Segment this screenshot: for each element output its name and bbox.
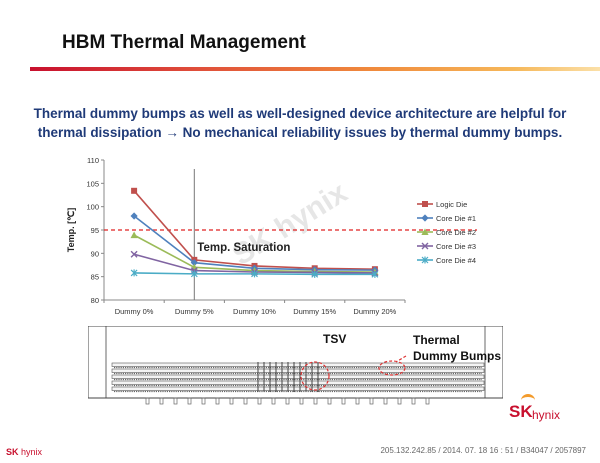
logo-arc-icon: [521, 394, 535, 407]
temperature-chart: SK hynix 80 85 90 95 100 105 110 Dummy 0% Dummy 5…: [66, 156, 477, 316]
package-cross-section-diagram: [88, 326, 503, 405]
data-point: [190, 270, 198, 278]
solder-ball: [187, 397, 192, 405]
y-tick-label: 90: [91, 249, 99, 258]
die-layer: [111, 368, 485, 373]
legend-entry: Core Die #3: [417, 242, 476, 251]
data-point: [130, 231, 138, 239]
sk-hynix-logo: SK hynix: [505, 394, 565, 436]
die-stack: [111, 362, 485, 393]
solder-ball: [383, 397, 388, 405]
legend-label: Core Die #4: [436, 256, 476, 265]
y-tick-label: 100: [86, 203, 99, 212]
data-point: [311, 270, 319, 278]
die-layer: [111, 386, 485, 391]
solder-ball: [313, 397, 318, 405]
y-axis-label: Temp. [℃]: [66, 208, 76, 252]
solder-ball: [145, 397, 150, 405]
solder-ball: [355, 397, 360, 405]
tsv-highlight: [300, 361, 330, 391]
title-underline: [30, 67, 600, 71]
data-point: [421, 242, 429, 250]
solder-ball: [369, 397, 374, 405]
solder-ball: [243, 397, 248, 405]
data-point: [371, 270, 379, 278]
legend-entry: Core Die #2: [417, 228, 476, 237]
solder-ball: [411, 397, 416, 405]
footer-logo: SK hynix: [6, 447, 42, 457]
subtitle-line-2: thermal dissipation → No mechanical reli…: [37, 125, 563, 140]
die-layer: [111, 362, 485, 367]
data-point: [421, 256, 429, 264]
legend-entry: Logic Die: [417, 200, 467, 209]
subtitle: Thermal dummy bumps as well as well-desi…: [20, 104, 580, 142]
legend-entry: Core Die #4: [417, 256, 476, 265]
solder-ball: [201, 397, 206, 405]
legend-label: Core Die #1: [436, 214, 476, 223]
x-tick-label: Dummy 10%: [233, 307, 276, 316]
series-core-die-4: [130, 269, 379, 278]
solder-ball: [299, 397, 304, 405]
thermal-label-line-1: Thermal: [413, 333, 460, 347]
data-point: [421, 228, 429, 235]
die-layer: [111, 380, 485, 385]
solder-ball: [215, 397, 220, 405]
x-tick-label: Dummy 0%: [115, 307, 154, 316]
tsv-label: TSV: [323, 332, 347, 346]
data-point: [251, 270, 258, 278]
legend-label: Core Die #3: [436, 242, 476, 251]
solder-ball: [397, 397, 402, 405]
solder-ball: [159, 397, 164, 405]
y-tick-label: 80: [91, 296, 99, 305]
solder-ball: [173, 397, 178, 405]
legend-label: Logic Die: [436, 200, 467, 209]
logo-hynix: hynix: [532, 408, 561, 422]
solder-ball: [341, 397, 346, 405]
y-tick-label: 110: [87, 156, 99, 165]
data-point: [131, 187, 138, 194]
data-point: [130, 250, 138, 258]
data-point: [422, 201, 428, 207]
thermal-arrow: [395, 355, 407, 363]
chart-watermark: SK hynix: [227, 176, 354, 272]
solder-ball: [229, 397, 234, 405]
solder-balls: [145, 397, 430, 405]
saturation-annotation: Temp. Saturation: [197, 242, 290, 254]
solder-ball: [257, 397, 262, 405]
data-point: [421, 214, 429, 222]
thermal-bump-highlight: [378, 360, 406, 376]
y-tick-label: 85: [91, 273, 99, 282]
legend-entry: Core Die #1: [417, 214, 476, 223]
y-tick-label: 95: [91, 226, 99, 235]
thermal-dummy-bumps-label: Thermal Dummy Bumps: [413, 332, 501, 364]
solder-ball: [285, 397, 290, 405]
footer-text: 205.132.242.85 / 2014. 07. 18 16 : 51 / …: [380, 446, 586, 455]
footer-logo-hynix: hynix: [21, 447, 43, 457]
solder-ball: [271, 397, 276, 405]
subtitle-line-1: Thermal dummy bumps as well as well-desi…: [33, 106, 567, 121]
y-tick-label: 105: [86, 179, 99, 188]
thermal-label-line-2: Dummy Bumps: [413, 349, 502, 363]
footer-logo-sk: SK: [6, 447, 19, 457]
page-title: HBM Thermal Management: [62, 32, 306, 53]
legend-label: Core Die #2: [436, 228, 476, 237]
x-tick-label: Dummy 15%: [293, 307, 336, 316]
data-point: [130, 269, 138, 277]
solder-ball: [425, 397, 430, 405]
x-tick-label: Dummy 5%: [175, 307, 214, 316]
data-point: [130, 212, 138, 220]
x-tick-label: Dummy 20%: [353, 307, 396, 316]
solder-ball: [327, 397, 332, 405]
logo-sk: SK: [509, 402, 533, 421]
die-layer: [111, 374, 485, 379]
